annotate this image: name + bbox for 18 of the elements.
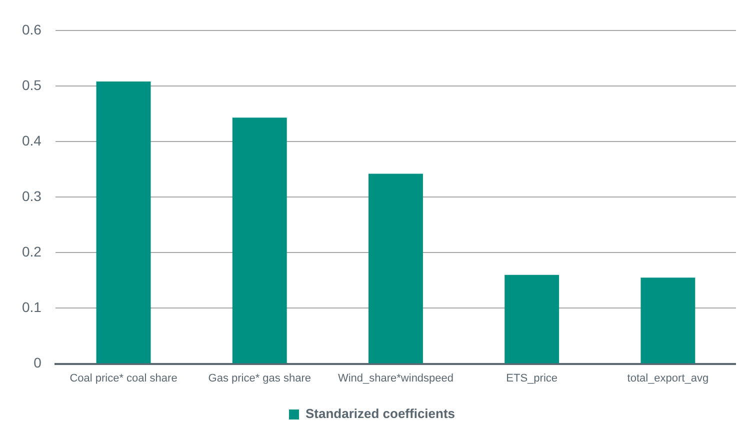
y-tick-label: 0.6 [22, 21, 42, 38]
legend-label: Standarized coefficients [305, 406, 456, 422]
bar [504, 274, 560, 364]
y-tick-label: 0 [34, 354, 42, 371]
y-tick-label: 0.5 [22, 76, 42, 93]
x-tick-label: Coal price* coal share [70, 372, 178, 384]
bar [640, 278, 696, 364]
x-tick-label: Wind_share*windspeed [338, 372, 454, 384]
x-tick-label: ETS_price [506, 372, 558, 384]
x-tick-label: total_export_avg [627, 372, 709, 384]
y-tick-label: 0.3 [22, 188, 42, 204]
y-tick-label: 0.1 [22, 299, 42, 316]
bar [96, 82, 151, 364]
y-tick-label: 0.4 [22, 132, 42, 148]
bar [368, 174, 423, 364]
x-tick-label: Gas price* gas share [208, 372, 311, 384]
y-tick-label: 0.2 [22, 244, 42, 260]
bar [232, 118, 287, 364]
